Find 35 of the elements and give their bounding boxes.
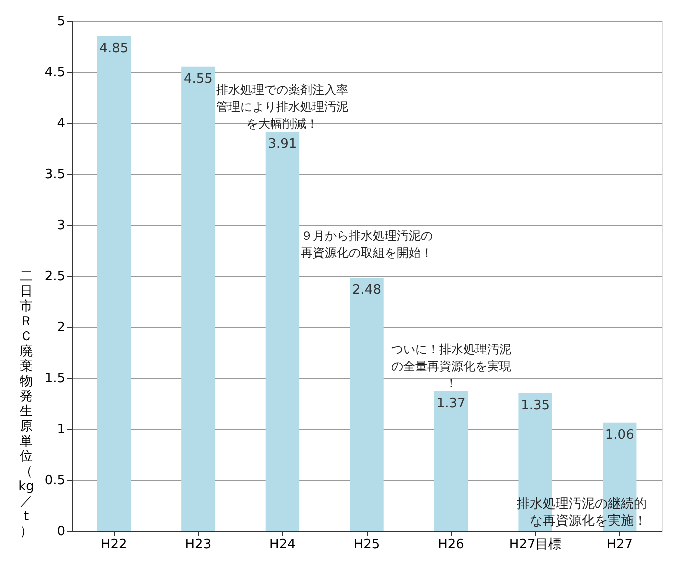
x-tick-label: H22 <box>100 538 128 552</box>
y-tick-label: 3.5 <box>44 168 66 182</box>
annotation: 排水処理での薬剤注入率管理により排水処理汚泥を大幅削減！ <box>216 83 349 132</box>
bar <box>182 66 216 531</box>
bar <box>434 391 468 531</box>
x-tick-label: H23 <box>185 538 212 552</box>
y-tick-label: 1.5 <box>44 372 66 386</box>
y-tick-label: 4 <box>57 116 66 132</box>
bar <box>350 278 384 531</box>
bar <box>97 36 131 531</box>
y-tick-label: 0 <box>57 524 66 540</box>
y-tick-label: 5 <box>57 14 66 30</box>
x-tick-label: H24 <box>270 538 296 552</box>
x-tick-label: H27目標 <box>509 538 562 552</box>
data-label: 4.55 <box>184 72 213 87</box>
y-tick-label: 3 <box>57 218 66 234</box>
text: 二日市ＲＣ廃棄物発生原単位（kg／t） <box>18 270 34 540</box>
annotation: 排水処理汚泥の継続的な再資源化を実施！ <box>517 497 647 529</box>
data-label: 4.85 <box>100 41 129 56</box>
y-tick-label: 2.5 <box>44 270 66 284</box>
annotation: ９月から排水処理汚泥の再資源化の取組を開始！ <box>301 229 433 260</box>
data-label: 1.37 <box>436 396 466 412</box>
x-tick-label: H26 <box>438 538 464 552</box>
bar <box>266 132 300 531</box>
data-label: 2.48 <box>352 283 382 298</box>
x-tick-label: H27 <box>606 538 634 552</box>
y-tick-label: 4.5 <box>44 66 66 80</box>
data-label: 1.35 <box>521 398 550 414</box>
x-tick-label: H25 <box>354 538 380 552</box>
y-tick-label: 1 <box>57 422 66 438</box>
annotation: ついに！排水処理汚泥の全量再資源化を実現！ <box>391 342 512 390</box>
data-label: 1.06 <box>605 428 634 443</box>
y-tick-label: 0.5 <box>44 474 66 488</box>
data-label: 3.91 <box>268 137 298 152</box>
y-tick-label: 2 <box>57 320 66 336</box>
